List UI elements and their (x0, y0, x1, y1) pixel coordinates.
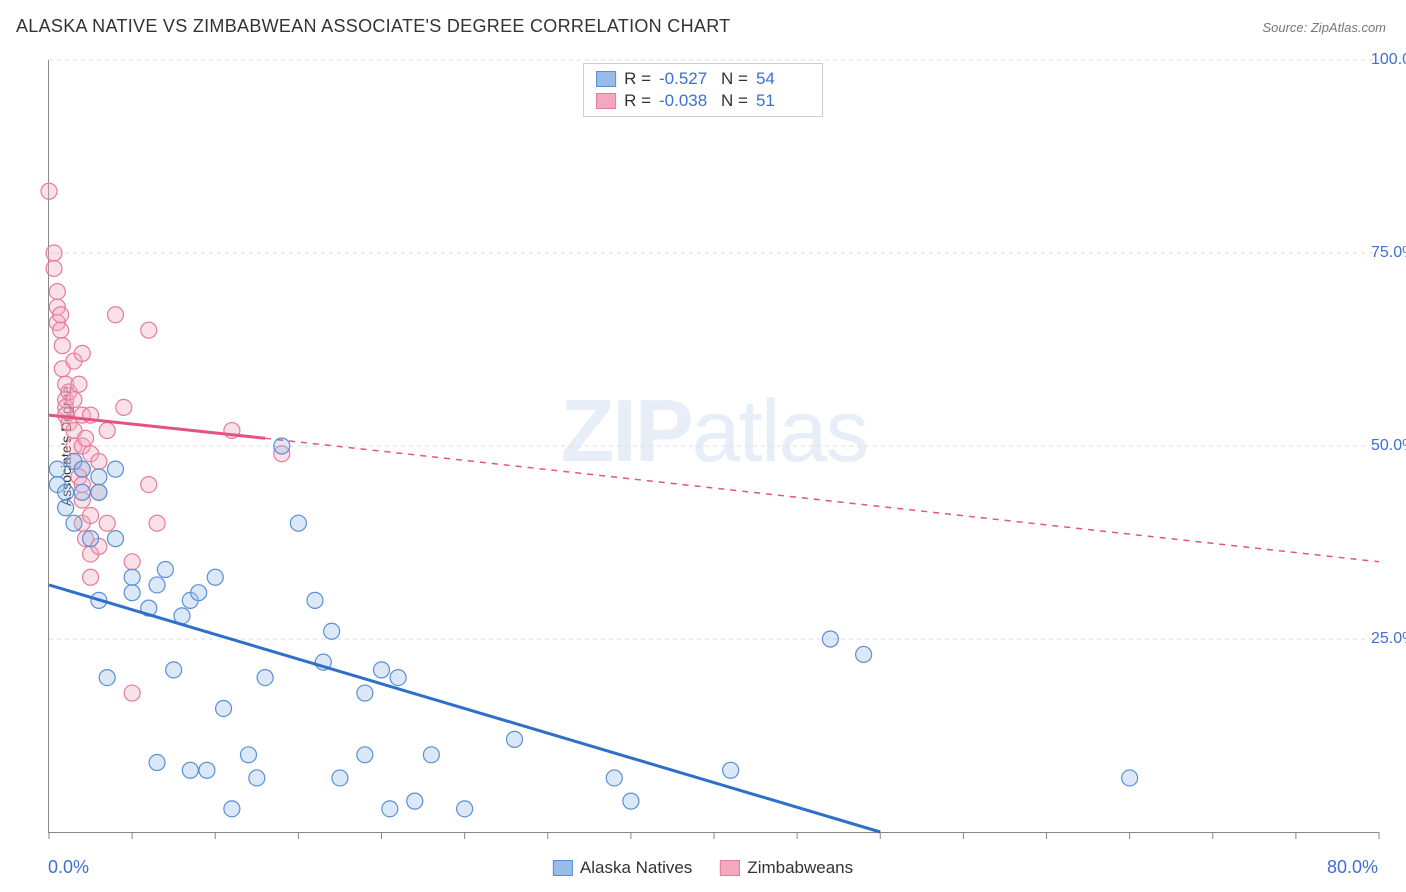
legend-item-zimbabwean: Zimbabweans (720, 858, 853, 878)
legend-row-alaska: R = -0.527 N = 54 (596, 68, 810, 90)
legend-item-alaska: Alaska Natives (553, 858, 692, 878)
r-value-alaska: -0.527 (659, 69, 713, 89)
y-tick-label: 25.0% (1371, 630, 1406, 648)
legend-label-zimbabwean: Zimbabweans (747, 858, 853, 878)
n-label: N = (721, 69, 748, 89)
swatch-zimbabwean (596, 93, 616, 109)
legend-top: R = -0.527 N = 54 R = -0.038 N = 51 (583, 63, 823, 117)
swatch-zimbabwean-bottom (720, 860, 740, 876)
chart-svg (49, 60, 1379, 832)
chart-title: ALASKA NATIVE VS ZIMBABWEAN ASSOCIATE'S … (16, 16, 730, 37)
y-tick-label: 50.0% (1371, 437, 1406, 455)
plot-area: ZIPatlas 25.0%50.0%75.0%100.0% (48, 60, 1379, 833)
n-label: N = (721, 91, 748, 111)
r-label: R = (624, 69, 651, 89)
x-axis-min-label: 0.0% (48, 857, 89, 878)
n-value-alaska: 54 (756, 69, 810, 89)
r-value-zimbabwean: -0.038 (659, 91, 713, 111)
legend-row-zimbabwean: R = -0.038 N = 51 (596, 90, 810, 112)
swatch-alaska (596, 71, 616, 87)
swatch-alaska-bottom (553, 860, 573, 876)
n-value-zimbabwean: 51 (756, 91, 810, 111)
source-attribution: Source: ZipAtlas.com (1262, 20, 1386, 35)
y-tick-label: 75.0% (1371, 244, 1406, 262)
r-label: R = (624, 91, 651, 111)
legend-label-alaska: Alaska Natives (580, 858, 692, 878)
y-tick-label: 100.0% (1371, 51, 1406, 69)
x-axis-max-label: 80.0% (1327, 857, 1378, 878)
legend-bottom: Alaska Natives Zimbabweans (553, 858, 853, 878)
